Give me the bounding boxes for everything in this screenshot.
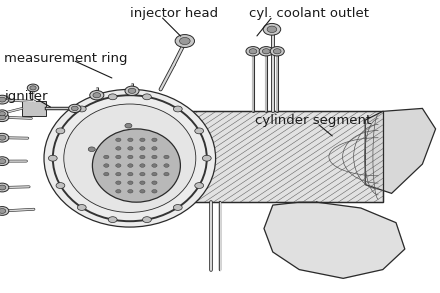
Circle shape bbox=[143, 217, 151, 223]
Circle shape bbox=[249, 49, 257, 54]
Circle shape bbox=[152, 146, 157, 150]
Ellipse shape bbox=[64, 104, 196, 212]
Circle shape bbox=[128, 155, 133, 159]
Circle shape bbox=[140, 155, 145, 159]
Text: cylinder segment: cylinder segment bbox=[255, 114, 371, 127]
Circle shape bbox=[262, 49, 270, 54]
Circle shape bbox=[128, 164, 133, 167]
Circle shape bbox=[164, 155, 169, 159]
Circle shape bbox=[140, 181, 145, 185]
Text: igniter: igniter bbox=[4, 90, 48, 103]
Circle shape bbox=[0, 110, 8, 117]
Circle shape bbox=[0, 135, 6, 140]
Circle shape bbox=[0, 209, 6, 213]
Circle shape bbox=[56, 128, 65, 134]
Circle shape bbox=[69, 104, 81, 113]
Circle shape bbox=[128, 181, 133, 185]
PathPatch shape bbox=[365, 108, 436, 193]
Ellipse shape bbox=[130, 133, 147, 148]
Circle shape bbox=[152, 190, 157, 193]
Circle shape bbox=[173, 106, 182, 112]
Circle shape bbox=[259, 47, 273, 56]
Circle shape bbox=[104, 155, 109, 159]
Polygon shape bbox=[264, 202, 405, 278]
Circle shape bbox=[273, 49, 281, 54]
Circle shape bbox=[128, 190, 133, 193]
Circle shape bbox=[270, 47, 284, 56]
Circle shape bbox=[116, 172, 121, 176]
Circle shape bbox=[116, 181, 121, 185]
Circle shape bbox=[0, 97, 6, 102]
Circle shape bbox=[90, 91, 104, 100]
Circle shape bbox=[180, 38, 190, 45]
Circle shape bbox=[0, 113, 9, 122]
Circle shape bbox=[125, 86, 139, 96]
Circle shape bbox=[116, 164, 121, 167]
Circle shape bbox=[143, 94, 151, 100]
Text: injector head: injector head bbox=[130, 7, 218, 20]
Circle shape bbox=[152, 164, 157, 167]
Circle shape bbox=[30, 86, 36, 90]
Circle shape bbox=[128, 146, 133, 150]
Bar bbox=[189, 111, 383, 202]
Circle shape bbox=[152, 181, 157, 185]
Circle shape bbox=[152, 138, 157, 142]
Circle shape bbox=[104, 172, 109, 176]
Circle shape bbox=[108, 217, 117, 223]
Circle shape bbox=[104, 183, 111, 188]
Circle shape bbox=[77, 106, 86, 112]
Circle shape bbox=[202, 155, 211, 161]
Bar bbox=[22, 101, 46, 116]
Circle shape bbox=[71, 106, 78, 111]
Circle shape bbox=[128, 88, 136, 93]
Circle shape bbox=[164, 172, 169, 176]
Bar bbox=[189, 111, 383, 202]
Circle shape bbox=[246, 47, 260, 56]
Circle shape bbox=[116, 190, 121, 193]
Circle shape bbox=[0, 112, 5, 116]
Circle shape bbox=[195, 128, 204, 134]
Circle shape bbox=[116, 146, 121, 150]
Circle shape bbox=[0, 183, 9, 192]
Circle shape bbox=[56, 183, 65, 188]
Circle shape bbox=[108, 94, 117, 100]
Circle shape bbox=[263, 23, 281, 35]
Circle shape bbox=[0, 207, 9, 215]
Circle shape bbox=[48, 155, 57, 161]
Circle shape bbox=[150, 181, 158, 186]
Circle shape bbox=[125, 123, 132, 128]
Circle shape bbox=[128, 172, 133, 176]
Circle shape bbox=[140, 164, 145, 167]
Circle shape bbox=[140, 172, 145, 176]
Circle shape bbox=[0, 95, 9, 104]
Circle shape bbox=[0, 157, 9, 166]
Circle shape bbox=[0, 185, 6, 190]
Circle shape bbox=[93, 93, 101, 98]
Circle shape bbox=[128, 138, 133, 142]
Circle shape bbox=[0, 133, 9, 142]
Circle shape bbox=[140, 190, 145, 193]
Circle shape bbox=[164, 164, 169, 167]
Circle shape bbox=[104, 164, 109, 167]
Circle shape bbox=[27, 84, 39, 92]
Circle shape bbox=[0, 159, 6, 163]
Circle shape bbox=[0, 115, 6, 120]
Circle shape bbox=[267, 26, 277, 33]
Circle shape bbox=[140, 138, 145, 142]
Ellipse shape bbox=[92, 129, 180, 202]
Circle shape bbox=[152, 172, 157, 176]
Circle shape bbox=[116, 138, 121, 142]
Circle shape bbox=[116, 155, 121, 159]
Circle shape bbox=[77, 205, 86, 210]
Circle shape bbox=[175, 35, 194, 47]
Circle shape bbox=[152, 155, 157, 159]
Circle shape bbox=[140, 146, 145, 150]
Circle shape bbox=[173, 205, 182, 210]
Text: cyl. coolant outlet: cyl. coolant outlet bbox=[249, 7, 369, 20]
Circle shape bbox=[88, 147, 95, 151]
Circle shape bbox=[164, 145, 171, 149]
Ellipse shape bbox=[44, 89, 216, 227]
Text: measurement ring: measurement ring bbox=[4, 52, 128, 65]
Circle shape bbox=[195, 183, 204, 188]
